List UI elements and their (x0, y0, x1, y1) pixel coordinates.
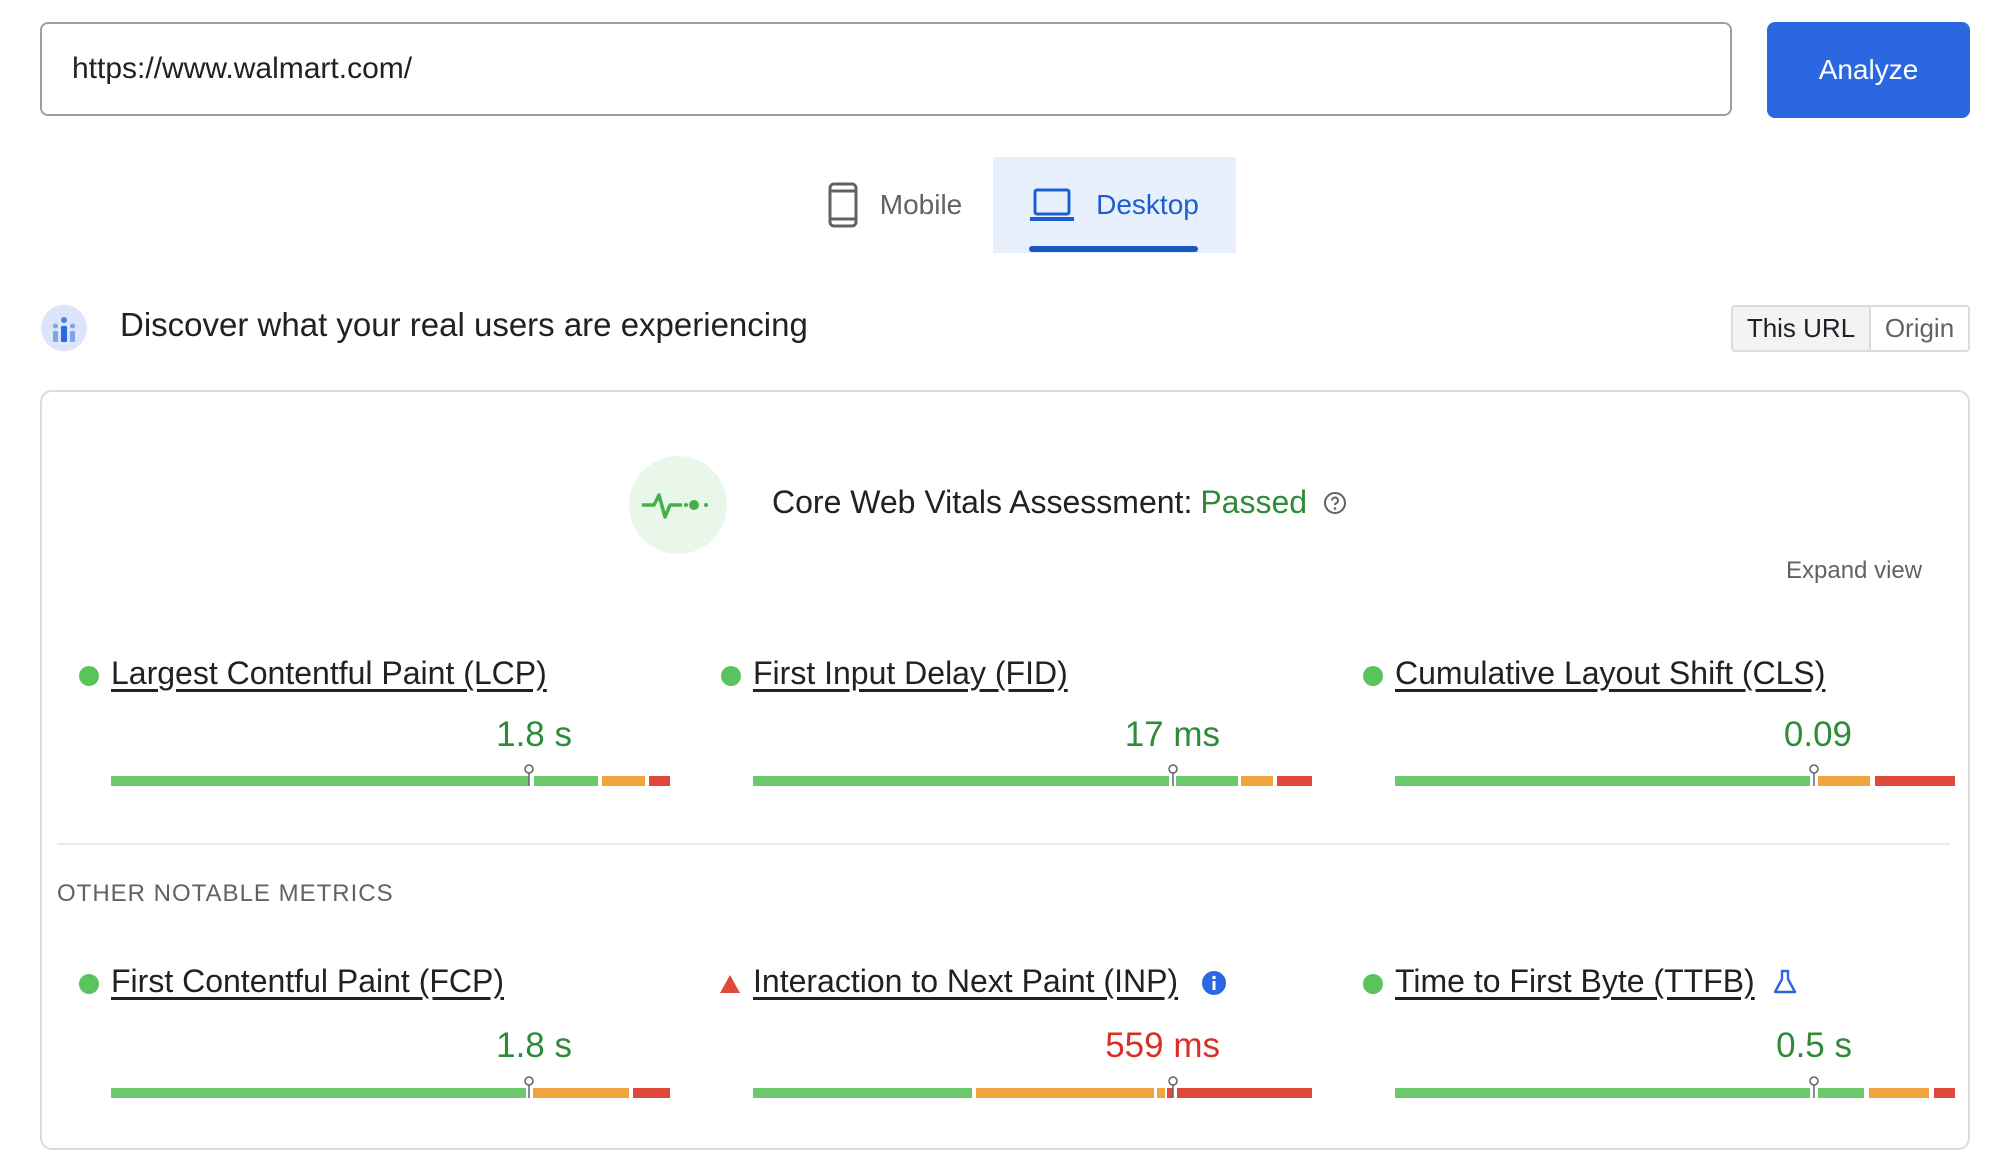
metric-lcp-distribution-bar (111, 764, 670, 786)
field-data-title: Discover what your real users are experi… (120, 306, 808, 343)
active-tab-indicator (1029, 246, 1198, 252)
metric-lcp-value: 1.8 s (496, 715, 572, 754)
metric-inp-value: 559 ms (1105, 1026, 1220, 1065)
mobile-phone-icon (828, 182, 858, 228)
tab-desktop[interactable]: Desktop (993, 157, 1236, 253)
cwv-assessment: Core Web Vitals Assessment: Passed (772, 484, 1347, 521)
metric-fid-value: 17 ms (1124, 715, 1220, 754)
poor-status-triangle-icon (719, 974, 741, 999)
metric-lcp-name[interactable]: Largest Contentful Paint (LCP) (111, 655, 547, 691)
good-status-dot (1363, 974, 1383, 994)
metric-ttfb-name[interactable]: Time to First Byte (TTFB) (1395, 963, 1755, 999)
good-status-dot (79, 974, 99, 994)
field-data-card (40, 390, 1970, 1150)
this-url-toggle[interactable]: This URL (1731, 305, 1871, 352)
cwv-assessment-label: Core Web Vitals Assessment: (772, 484, 1193, 520)
metric-cls-name[interactable]: Cumulative Layout Shift (CLS) (1395, 655, 1826, 691)
metric-cls-distribution-bar (1395, 764, 1955, 786)
good-status-dot (79, 666, 99, 686)
origin-toggle[interactable]: Origin (1869, 305, 1970, 352)
other-metrics-heading: OTHER NOTABLE METRICS (57, 880, 394, 907)
metric-inp-distribution-bar (753, 1076, 1312, 1098)
cwv-assessment-status: Passed (1200, 484, 1308, 520)
metric-ttfb-distribution-bar (1395, 1076, 1955, 1098)
info-icon[interactable] (1201, 970, 1227, 1001)
analyze-button[interactable]: Analyze (1767, 22, 1970, 118)
expand-view-link[interactable]: Expand view (1786, 557, 1923, 584)
tab-mobile[interactable]: Mobile (800, 157, 990, 253)
metric-fid-name[interactable]: First Input Delay (FID) (753, 655, 1068, 691)
metric-fcp-name[interactable]: First Contentful Paint (FCP) (111, 963, 504, 999)
experimental-flask-icon[interactable] (1772, 968, 1798, 1001)
metric-fcp-value: 1.8 s (496, 1026, 572, 1065)
help-icon[interactable] (1323, 491, 1347, 515)
laptop-icon (1030, 188, 1075, 222)
good-status-dot (1363, 666, 1383, 686)
tab-mobile-label: Mobile (879, 189, 963, 220)
metric-fid-distribution-bar (753, 764, 1312, 786)
tab-desktop-label: Desktop (1096, 189, 1199, 220)
metric-ttfb-value: 0.5 s (1776, 1026, 1852, 1065)
crux-users-icon (40, 304, 88, 352)
metric-inp-name[interactable]: Interaction to Next Paint (INP) (753, 963, 1179, 999)
good-status-dot (721, 666, 741, 686)
metric-cls-value: 0.09 (1783, 715, 1852, 754)
vitals-pulse-icon (628, 455, 728, 555)
metric-fcp-distribution-bar (111, 1076, 670, 1098)
section-divider (57, 843, 1950, 845)
url-input[interactable] (40, 22, 1732, 116)
